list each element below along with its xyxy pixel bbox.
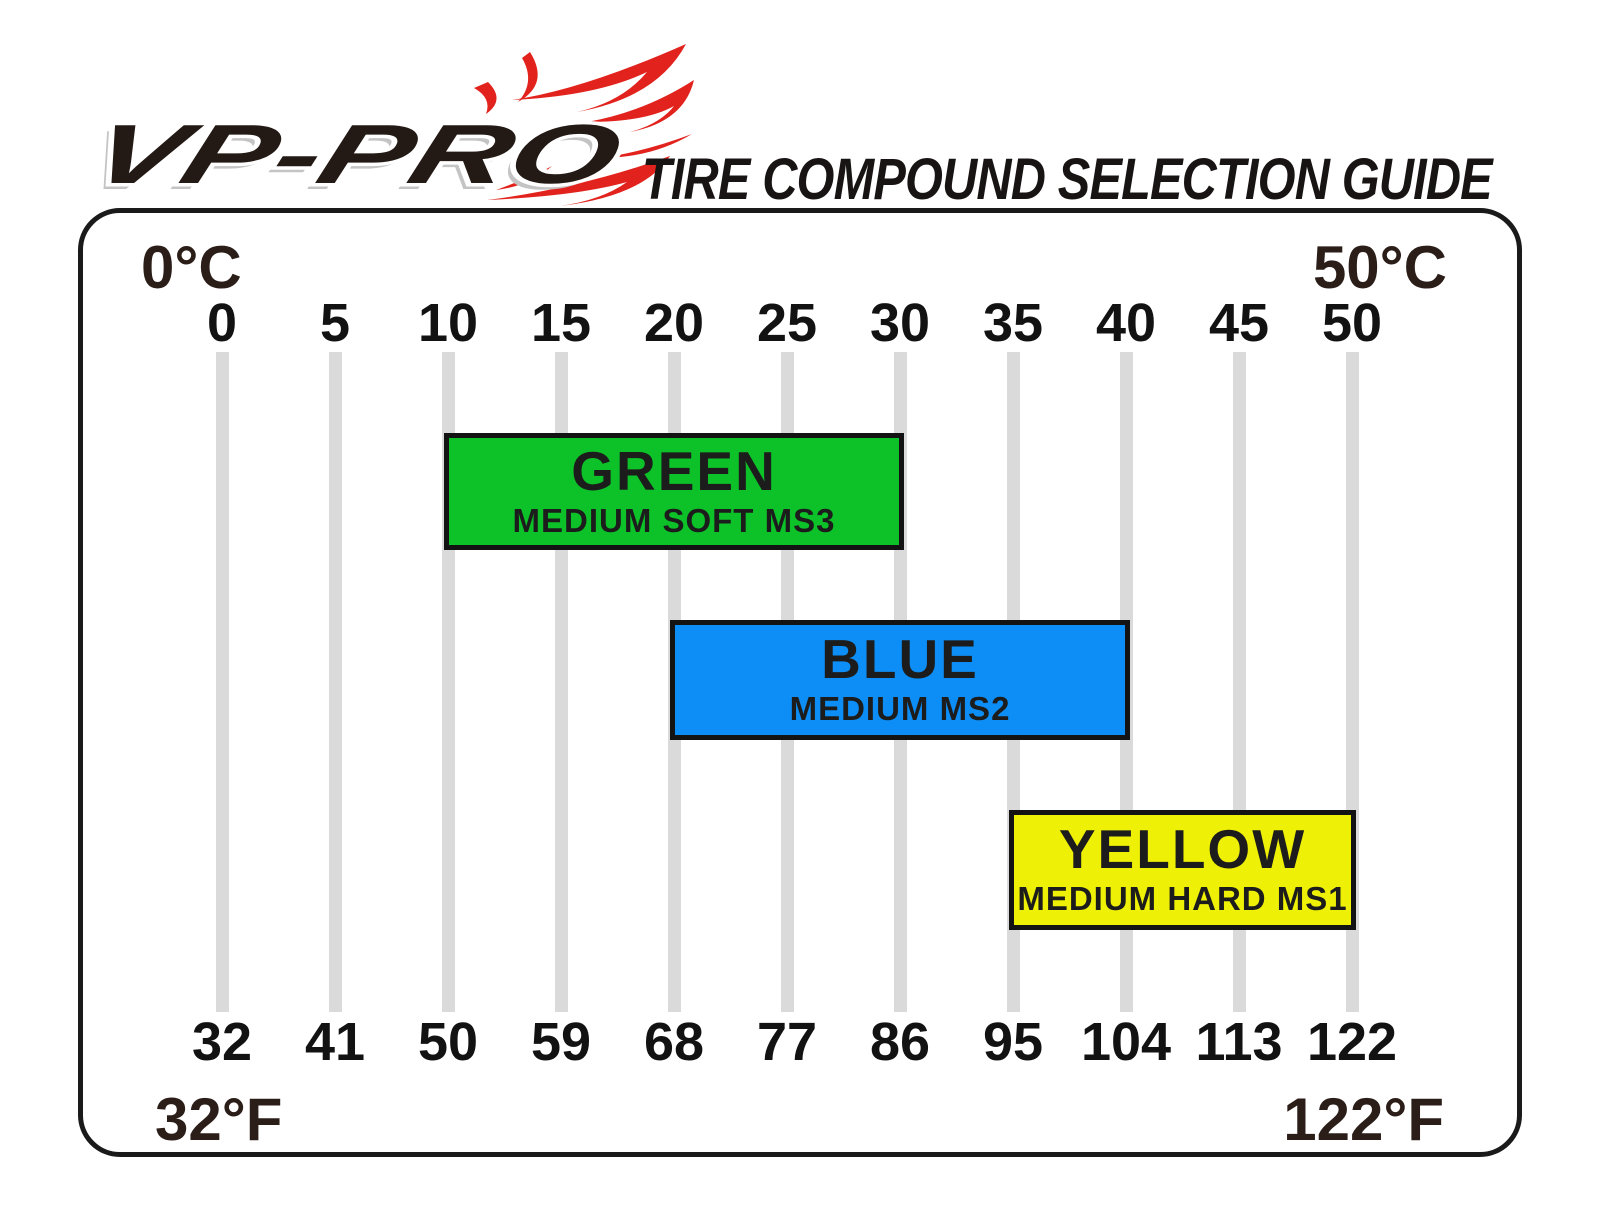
- fahrenheit-tick-label: 41: [304, 1012, 366, 1072]
- celsius-tick-label: 10: [417, 293, 479, 353]
- fahrenheit-tick-label: 104: [1080, 1012, 1172, 1072]
- flame-logo-icon: VP-PRO VP-PRO: [71, 44, 694, 208]
- celsius-tick-label: 25: [756, 293, 818, 353]
- flame-shapes: [474, 44, 694, 206]
- celsius-tick-label: 40: [1095, 293, 1157, 353]
- fahrenheit-tick-label: 113: [1195, 1012, 1283, 1072]
- gridline-5c: [328, 352, 342, 1012]
- compound-description: MEDIUM MS2: [789, 690, 1011, 728]
- celsius-max-label: 50°C: [1312, 234, 1447, 301]
- celsius-tick-label: 50: [1321, 293, 1383, 353]
- fahrenheit-tick-label: 77: [756, 1012, 818, 1072]
- fahrenheit-tick-label: 122: [1306, 1012, 1398, 1072]
- compound-bar-blue: BLUE MEDIUM MS2: [670, 620, 1130, 740]
- gridline-0c: [215, 352, 229, 1012]
- compound-name: GREEN: [571, 439, 777, 502]
- celsius-tick-label: 30: [869, 293, 931, 353]
- celsius-min-label: 0°C: [141, 234, 242, 301]
- fahrenheit-max-label: 122°F: [1283, 1086, 1444, 1153]
- compound-bar-yellow: YELLOW MEDIUM HARD MS1: [1009, 810, 1356, 930]
- celsius-tick-label: 0: [206, 293, 238, 353]
- logo-text: VP-PRO: [82, 108, 633, 202]
- logo-text-shadow: VP-PRO: [82, 114, 625, 208]
- celsius-tick-label: 15: [530, 293, 592, 353]
- celsius-tick-label: 20: [643, 293, 705, 353]
- celsius-tick-label: 45: [1208, 293, 1270, 353]
- fahrenheit-min-label: 32°F: [155, 1086, 283, 1153]
- compound-name: YELLOW: [1058, 818, 1307, 881]
- celsius-tick-label: 35: [982, 293, 1044, 353]
- brand-logo: VP-PRO VP-PRO: [71, 38, 697, 213]
- fahrenheit-tick-label: 50: [417, 1012, 479, 1072]
- fahrenheit-tick-label: 32: [191, 1012, 253, 1072]
- compound-description: MEDIUM SOFT MS3: [512, 501, 836, 539]
- compound-name: BLUE: [821, 628, 979, 691]
- fahrenheit-tick-label: 68: [643, 1012, 705, 1072]
- fahrenheit-tick-label: 86: [869, 1012, 931, 1072]
- fahrenheit-tick-label: 59: [530, 1012, 592, 1072]
- fahrenheit-tick-label: 95: [982, 1012, 1044, 1072]
- compound-bar-green: GREEN MEDIUM SOFT MS3: [444, 433, 904, 550]
- celsius-tick-label: 5: [319, 293, 351, 353]
- compound-description: MEDIUM HARD MS1: [1017, 880, 1348, 918]
- chart-panel: 0°C 50°C 32°F 122°F 0 32 5 41 10 50 15 59 20 68 25…: [78, 208, 1522, 1157]
- page-title: TIRE COMPOUND SELECTION GUIDE: [642, 147, 1493, 212]
